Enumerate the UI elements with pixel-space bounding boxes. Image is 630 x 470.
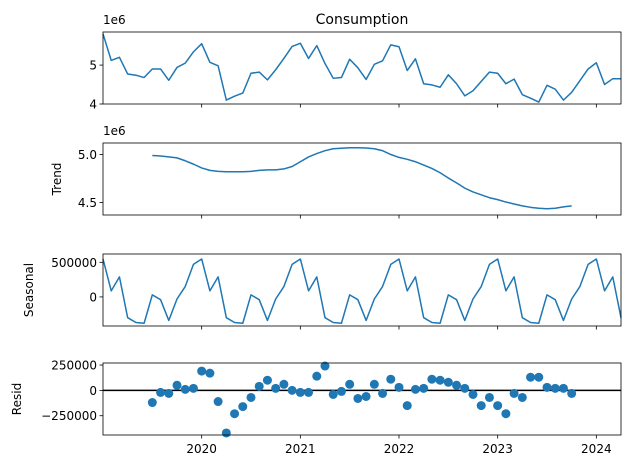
- observed-ytick-label: 5: [89, 59, 97, 73]
- resid-point: [205, 368, 215, 378]
- resid-point: [435, 375, 445, 385]
- resid-point: [526, 372, 536, 382]
- resid-point: [501, 409, 511, 419]
- resid-point: [476, 401, 486, 411]
- resid-point: [254, 381, 264, 391]
- resid-point: [262, 375, 272, 385]
- seasonal-ylabel: Seasonal: [22, 263, 36, 317]
- seasonal-axes-frame: [102, 253, 622, 327]
- resid-point: [567, 388, 577, 398]
- resid-point: [353, 393, 363, 403]
- observed-ytick-label: 4: [89, 98, 97, 112]
- resid-ytick-label: −250000: [41, 409, 97, 423]
- x-axis-tick-labels: 2020 2021 2022 2023 2024: [186, 442, 611, 456]
- observed-series-line: [102, 33, 621, 103]
- resid-ytick-label: 0: [89, 384, 97, 398]
- resid-point: [164, 388, 174, 398]
- resid-point: [213, 397, 223, 407]
- trend-axes-frame: [102, 142, 622, 216]
- resid-point: [509, 388, 519, 398]
- trend-ylabel: Trend: [50, 163, 64, 197]
- resid-point: [394, 382, 404, 392]
- resid-point: [558, 383, 568, 393]
- resid-point: [287, 385, 297, 395]
- resid-point: [180, 384, 190, 394]
- resid-point: [188, 383, 198, 393]
- resid-ytick-label: 250000: [51, 359, 97, 373]
- observed-offset-text: 1e6: [103, 13, 126, 27]
- xtick-label: 2024: [581, 442, 612, 456]
- xtick-label: 2021: [285, 442, 316, 456]
- resid-point: [221, 428, 231, 438]
- panel-resid: −250000 0 250000 Resid: [10, 359, 622, 439]
- resid-point: [402, 401, 412, 411]
- seasonal-ytick-label: 0: [89, 290, 97, 304]
- resid-ylabel: Resid: [10, 383, 24, 415]
- chart-title: Consumption: [316, 12, 409, 28]
- trend-offset-text: 1e6: [103, 124, 126, 138]
- resid-point: [517, 392, 527, 402]
- trend-series-line: [152, 147, 572, 210]
- resid-point: [336, 386, 346, 396]
- resid-point: [493, 401, 503, 411]
- resid-point: [484, 392, 494, 402]
- resid-point: [295, 387, 305, 397]
- resid-point: [534, 372, 544, 382]
- resid-point: [369, 379, 379, 389]
- panel-seasonal: 0 500000 Seasonal: [22, 253, 622, 330]
- resid-point: [156, 387, 166, 397]
- seasonal-series-line: [102, 258, 622, 324]
- resid-point: [419, 383, 429, 393]
- resid-point: [386, 374, 396, 384]
- panel-trend: 4.5 5.0 1e6 Trend: [50, 124, 622, 219]
- resid-point: [271, 383, 281, 393]
- resid-point: [460, 383, 470, 393]
- resid-point: [147, 398, 157, 408]
- xtick-label: 2023: [482, 442, 513, 456]
- seasonal-ytick-label: 500000: [51, 256, 97, 270]
- trend-ytick-label: 4.5: [78, 196, 97, 210]
- resid-point: [468, 389, 478, 399]
- xtick-label: 2020: [186, 442, 217, 456]
- resid-point: [361, 391, 371, 401]
- resid-point: [197, 366, 207, 376]
- panels: 4 5 1e6 4.5 5.0 1e6 Trend 0 500000 Seasonal −25000…: [10, 13, 622, 439]
- resid-point: [230, 409, 240, 419]
- xtick-label: 2022: [384, 442, 415, 456]
- resid-point: [550, 383, 560, 393]
- resid-point: [410, 384, 420, 394]
- resid-point: [246, 392, 256, 402]
- resid-axes-frame: [102, 362, 622, 436]
- panel-observed: 4 5 1e6: [89, 13, 622, 112]
- observed-axes-frame: [102, 31, 622, 105]
- resid-point: [172, 380, 182, 390]
- resid-point: [427, 374, 437, 384]
- resid-point: [542, 382, 552, 392]
- resid-point: [238, 402, 248, 412]
- resid-point: [320, 361, 330, 371]
- resid-point: [443, 377, 453, 387]
- resid-point: [312, 371, 322, 381]
- resid-point: [378, 388, 388, 398]
- resid-point: [304, 387, 314, 397]
- resid-point: [452, 380, 462, 390]
- resid-point: [328, 389, 338, 399]
- resid-point: [345, 379, 355, 389]
- resid-point: [279, 379, 289, 389]
- trend-ytick-label: 5.0: [78, 148, 97, 162]
